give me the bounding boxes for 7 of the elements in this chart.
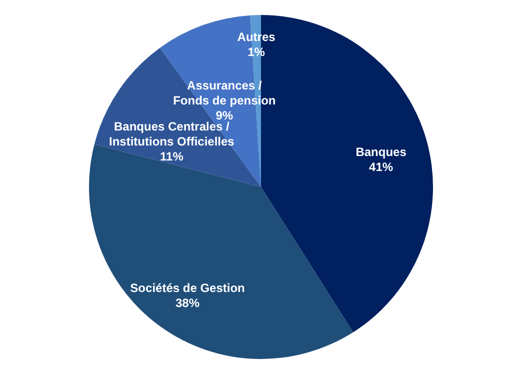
data-label: 11%: [160, 149, 184, 164]
data-label: 41%: [369, 160, 394, 174]
slice-label: Sociétés de Gestion: [130, 281, 245, 296]
slice-label: Banques: [356, 145, 407, 160]
slice-label: Autres: [237, 30, 276, 44]
data-label: 38%: [176, 296, 200, 310]
pie-slice: [89, 144, 354, 359]
